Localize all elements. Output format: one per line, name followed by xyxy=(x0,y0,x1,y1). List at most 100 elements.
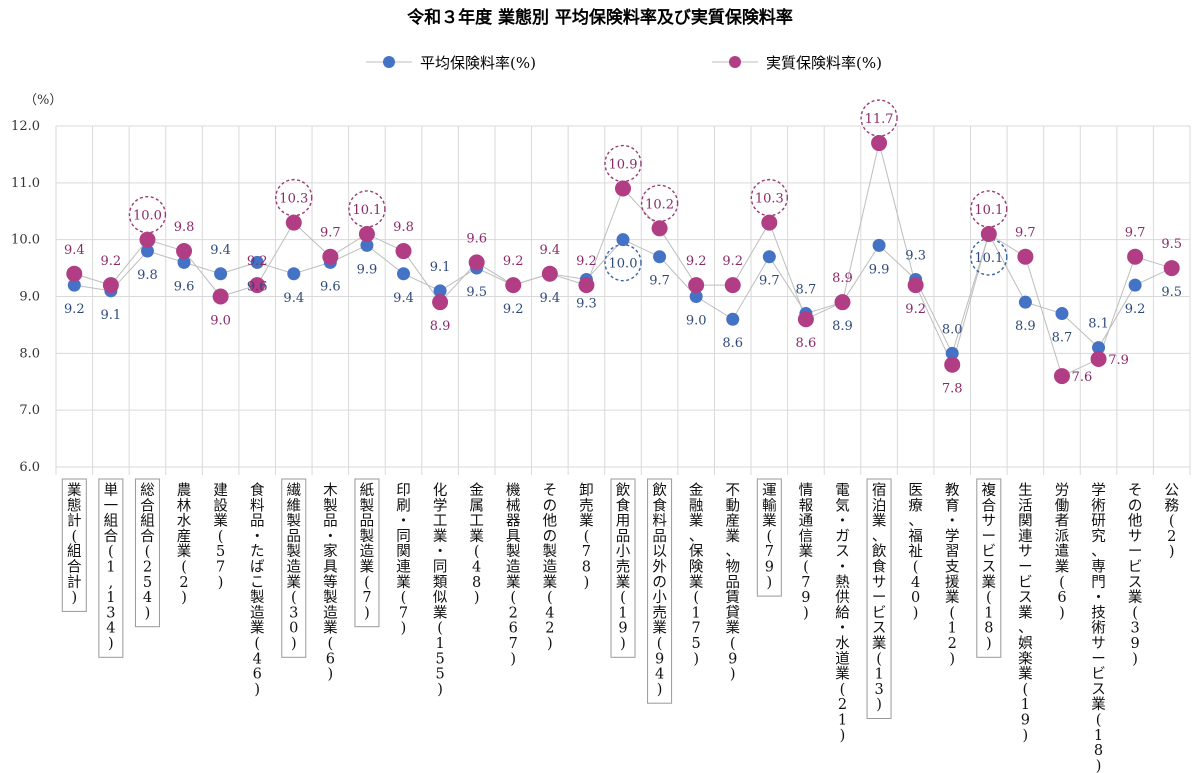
real-point xyxy=(761,214,778,231)
real-data-label: 7.6 xyxy=(1072,370,1093,385)
real-point xyxy=(578,277,595,294)
category-label: 卸売業(7 8) xyxy=(579,482,594,591)
category-label: 医療、福祉(4 0) xyxy=(908,483,923,621)
real-data-label: 9.4 xyxy=(64,243,85,258)
avg-data-label: 9.3 xyxy=(905,248,926,263)
real-point xyxy=(249,277,266,294)
real-data-label: 10.2 xyxy=(645,197,674,212)
real-data-label: 9.4 xyxy=(539,243,560,258)
category-label: 学術研究、専門・技術サービス業(1 8) xyxy=(1091,482,1106,773)
category-label-box xyxy=(134,478,160,628)
category-label: その他の製造業(4 2) xyxy=(543,483,558,652)
category-label: 複合サービス業(1 8) xyxy=(982,482,997,652)
category-label: 労働者派遣業(6) xyxy=(1055,482,1070,621)
category-label-box xyxy=(610,478,636,658)
category-label: 化学工業・同類似業(1 5 5) xyxy=(433,482,448,698)
real-point xyxy=(285,214,302,231)
real-data-label: 9.2 xyxy=(722,254,743,269)
category-label: 単一組合(1, 1 3 4) xyxy=(104,482,119,652)
avg-data-label: 8.9 xyxy=(1015,319,1036,334)
avg-data-label: 9.1 xyxy=(101,308,122,323)
real-point xyxy=(1127,248,1144,265)
real-data-label: 9.7 xyxy=(320,226,341,241)
category-label-box xyxy=(61,478,87,612)
real-data-label: 9.2 xyxy=(686,254,707,269)
real-point xyxy=(395,243,412,260)
avg-data-label: 9.4 xyxy=(539,291,560,306)
real-point xyxy=(102,277,119,294)
category-label-box xyxy=(866,478,892,719)
category-label: 総合組合(2 5 4) xyxy=(140,482,155,621)
real-data-label: 8.9 xyxy=(430,319,451,334)
real-data-label: 9.2 xyxy=(247,254,268,269)
real-data-label: 9.2 xyxy=(503,254,524,269)
category-label: 飲食用品小売業(1 9) xyxy=(616,482,631,652)
avg-point xyxy=(726,312,740,326)
legend-avg-label: 平均保険料率(%) xyxy=(420,54,536,72)
avg-point xyxy=(872,238,886,252)
category-label: 繊維製品製造業(3 0) xyxy=(287,482,302,652)
category-label: 生活関連サービス業、娯楽業(1 9) xyxy=(1018,482,1033,744)
y-axis-unit: （%） xyxy=(24,93,62,108)
avg-data-label: 8.1 xyxy=(1088,317,1109,332)
avg-data-label: 9.5 xyxy=(466,285,487,300)
real-data-label: 10.9 xyxy=(609,158,638,173)
real-data-label: 9.2 xyxy=(576,254,597,269)
data-labels: 9.2 9.1 9.8 9.6 9.4 9.6 9.4 9.6 9.9 9.4 9.1 9.5 9.2 9… xyxy=(64,112,1182,397)
real-point xyxy=(724,277,741,294)
real-point xyxy=(980,225,997,242)
real-point xyxy=(797,311,814,328)
y-tick-label: 10.0 xyxy=(11,233,40,248)
legend-avg-marker xyxy=(383,56,395,68)
avg-point xyxy=(67,278,81,292)
real-point xyxy=(541,265,558,282)
real-point xyxy=(1090,351,1107,368)
avg-data-label: 9.4 xyxy=(210,243,231,258)
category-label: 紙製品製造業(7) xyxy=(360,482,375,621)
avg-data-label: 8.7 xyxy=(1052,331,1073,346)
avg-data-label: 9.2 xyxy=(503,302,524,317)
real-data-label: 9.5 xyxy=(1161,237,1182,252)
real-data-label: 7.9 xyxy=(1108,353,1129,368)
avg-point xyxy=(1055,307,1069,321)
avg-point xyxy=(1018,295,1032,309)
category-label: 金融業、保険業(1 7 5) xyxy=(689,482,704,667)
real-point xyxy=(871,135,888,152)
y-tick-label: 12.0 xyxy=(11,119,40,134)
avg-point xyxy=(653,250,667,264)
real-data-label: 9.2 xyxy=(905,302,926,317)
avg-data-label: 9.1 xyxy=(430,260,451,275)
legend-real-label: 実質保険料率(%) xyxy=(766,54,882,72)
category-label: 機械器具製造業(2 6 7) xyxy=(506,482,521,667)
category-label: 食料品・たばこ製造業(4 6) xyxy=(250,482,265,698)
real-data-label: 10.3 xyxy=(755,192,784,207)
real-data-label: 9.8 xyxy=(393,220,414,235)
avg-data-label: 10.1 xyxy=(974,251,1003,266)
category-label: 公務(2) xyxy=(1164,483,1179,560)
legend-real-marker xyxy=(729,56,741,68)
avg-point xyxy=(945,346,959,360)
real-point xyxy=(505,277,522,294)
category-label-box xyxy=(354,478,380,628)
chart-title: 令和３年度 業態別 平均保険料率及び実質保険料率 xyxy=(407,7,793,28)
avg-point xyxy=(689,290,703,303)
real-data-label: 8.9 xyxy=(832,271,853,286)
category-label: 飲食料品以外の小売業(9 4) xyxy=(652,482,667,698)
category-label-box xyxy=(98,478,124,658)
avg-data-label: 9.0 xyxy=(686,314,707,329)
category-label: その他サービス業(3 9) xyxy=(1128,483,1143,667)
avg-data-label: 9.3 xyxy=(576,296,597,311)
category-label: 金属工業(4 8) xyxy=(469,482,484,606)
real-point xyxy=(139,231,156,248)
avg-data-label: 9.7 xyxy=(649,274,670,289)
avg-point xyxy=(762,250,776,264)
real-data-label: 8.6 xyxy=(796,336,817,351)
data-points xyxy=(66,135,1180,385)
avg-data-label: 9.4 xyxy=(283,291,304,306)
avg-data-label: 9.5 xyxy=(1161,285,1182,300)
avg-point xyxy=(250,255,264,269)
real-data-label: 10.0 xyxy=(133,209,162,224)
avg-point xyxy=(433,284,447,298)
avg-point xyxy=(214,267,228,281)
real-data-label: 9.7 xyxy=(1015,226,1036,241)
